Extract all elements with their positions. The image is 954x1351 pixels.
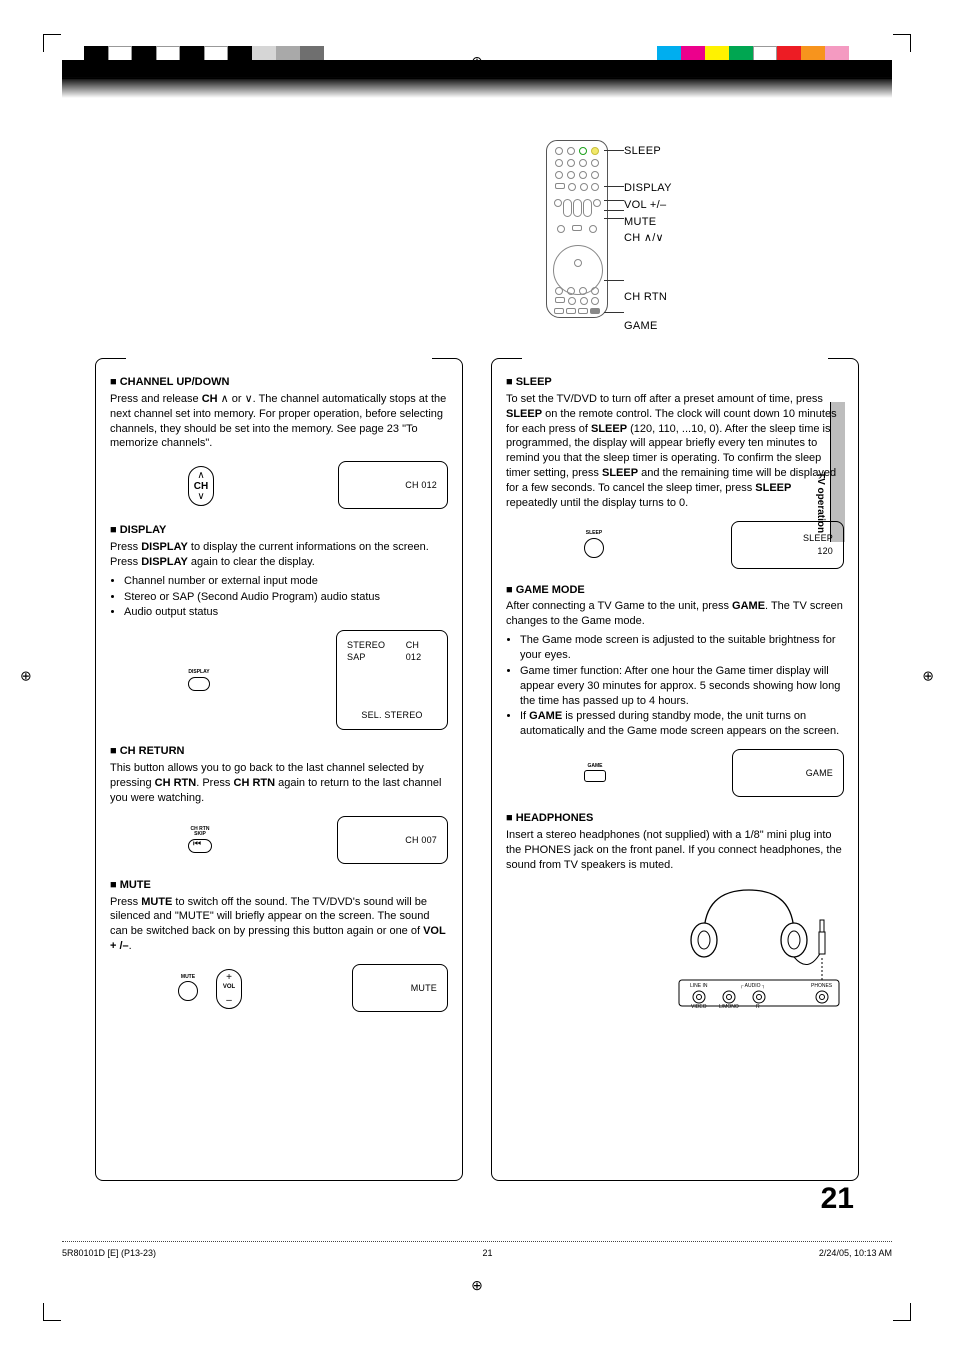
paragraph: This button allows you to go back to the… bbox=[110, 761, 448, 806]
vol-button-icon: +VOL– bbox=[216, 967, 242, 1009]
page-number: 21 bbox=[821, 1179, 854, 1220]
paragraph: Insert a stereo headphones (not supplied… bbox=[506, 828, 844, 873]
content-columns: CHANNEL UP/DOWN Press and release CH ∧ o… bbox=[95, 358, 859, 1181]
remote-label-display: DISPLAY bbox=[624, 181, 672, 196]
footer-filename: 5R80101D [E] (P13-23) bbox=[62, 1247, 156, 1259]
footer: 5R80101D [E] (P13-23) 21 2/24/05, 10:13 … bbox=[62, 1241, 892, 1259]
paragraph: Press and release CH ∧ or ∨. The channel… bbox=[110, 392, 448, 451]
ch-button-icon: ∧CH∨ bbox=[188, 464, 214, 506]
mute-button-icon: MUTE bbox=[178, 975, 198, 1002]
paragraph: Press MUTE to switch off the sound. The … bbox=[110, 895, 448, 954]
jack-label: LINE IN bbox=[690, 983, 708, 989]
paragraph: Press DISPLAY to display the current inf… bbox=[110, 540, 448, 570]
heading-display: DISPLAY bbox=[110, 523, 448, 538]
remote-outline bbox=[546, 140, 608, 318]
headphones-figure: LINE IN VIDEO L/MONO ┌ AUDIO ┐ R PHONES bbox=[506, 880, 844, 1015]
remote-label-sleep: SLEEP bbox=[624, 144, 672, 159]
screen-preview: STEREO SAPCH 012 SEL. STEREO bbox=[336, 630, 448, 730]
remote-label-vol: VOL +/– bbox=[624, 198, 672, 213]
remote-label-chrtn: CH RTN bbox=[624, 290, 672, 305]
registration-icon: ⊕ bbox=[20, 666, 32, 685]
chrtn-button-icon: CH RTN SKIP ⏮ bbox=[188, 827, 212, 853]
registration-icon: ⊕ bbox=[471, 1276, 483, 1295]
gradient-header bbox=[62, 60, 892, 98]
registration-icon: ⊕ bbox=[922, 666, 934, 685]
crop-mark bbox=[893, 34, 911, 52]
footer-timestamp: 2/24/05, 10:13 AM bbox=[819, 1247, 892, 1259]
screen-preview: GAME bbox=[732, 749, 844, 797]
crop-mark bbox=[43, 34, 61, 52]
heading-sleep: SLEEP bbox=[506, 375, 844, 390]
remote-label-mute: MUTE bbox=[624, 215, 672, 230]
heading-channel-updown: CHANNEL UP/DOWN bbox=[110, 375, 448, 390]
remote-label-game: GAME bbox=[624, 319, 672, 334]
bullet-list: Channel number or external input mode St… bbox=[124, 574, 448, 621]
screen-preview: CH 012 bbox=[338, 461, 448, 509]
remote-diagram: SLEEP DISPLAY VOL +/– MUTE CH ∧/∨ CH RTN… bbox=[546, 140, 806, 330]
column-right: SLEEP To set the TV/DVD to turn off afte… bbox=[491, 358, 859, 1181]
svg-text:L/MONO: L/MONO bbox=[719, 1004, 739, 1010]
screen-preview: MUTE bbox=[352, 964, 448, 1012]
column-left: CHANNEL UP/DOWN Press and release CH ∧ o… bbox=[95, 358, 463, 1181]
svg-text:VIDEO: VIDEO bbox=[691, 1004, 707, 1010]
crop-mark bbox=[893, 1303, 911, 1321]
screen-preview: SLEEP 120 bbox=[731, 521, 844, 569]
svg-text:R: R bbox=[756, 1004, 760, 1010]
remote-label-ch: CH ∧/∨ bbox=[624, 231, 672, 246]
bullet-list: The Game mode screen is adjusted to the … bbox=[520, 633, 844, 739]
heading-mute: MUTE bbox=[110, 878, 448, 893]
crop-mark bbox=[43, 1303, 61, 1321]
screen-preview: CH 007 bbox=[337, 816, 448, 864]
game-button-icon: GAME bbox=[584, 764, 606, 783]
display-button-icon: DISPLAY bbox=[188, 670, 210, 691]
heading-game-mode: GAME MODE bbox=[506, 583, 844, 598]
heading-headphones: HEADPHONES bbox=[506, 811, 844, 826]
svg-text:PHONES: PHONES bbox=[811, 983, 833, 989]
paragraph: To set the TV/DVD to turn off after a pr… bbox=[506, 392, 844, 511]
footer-page: 21 bbox=[482, 1247, 492, 1259]
sleep-button-icon: SLEEP bbox=[584, 531, 604, 558]
svg-text:┌ AUDIO ┐: ┌ AUDIO ┐ bbox=[740, 983, 765, 989]
heading-ch-return: CH RETURN bbox=[110, 744, 448, 759]
paragraph: After connecting a TV Game to the unit, … bbox=[506, 599, 844, 629]
